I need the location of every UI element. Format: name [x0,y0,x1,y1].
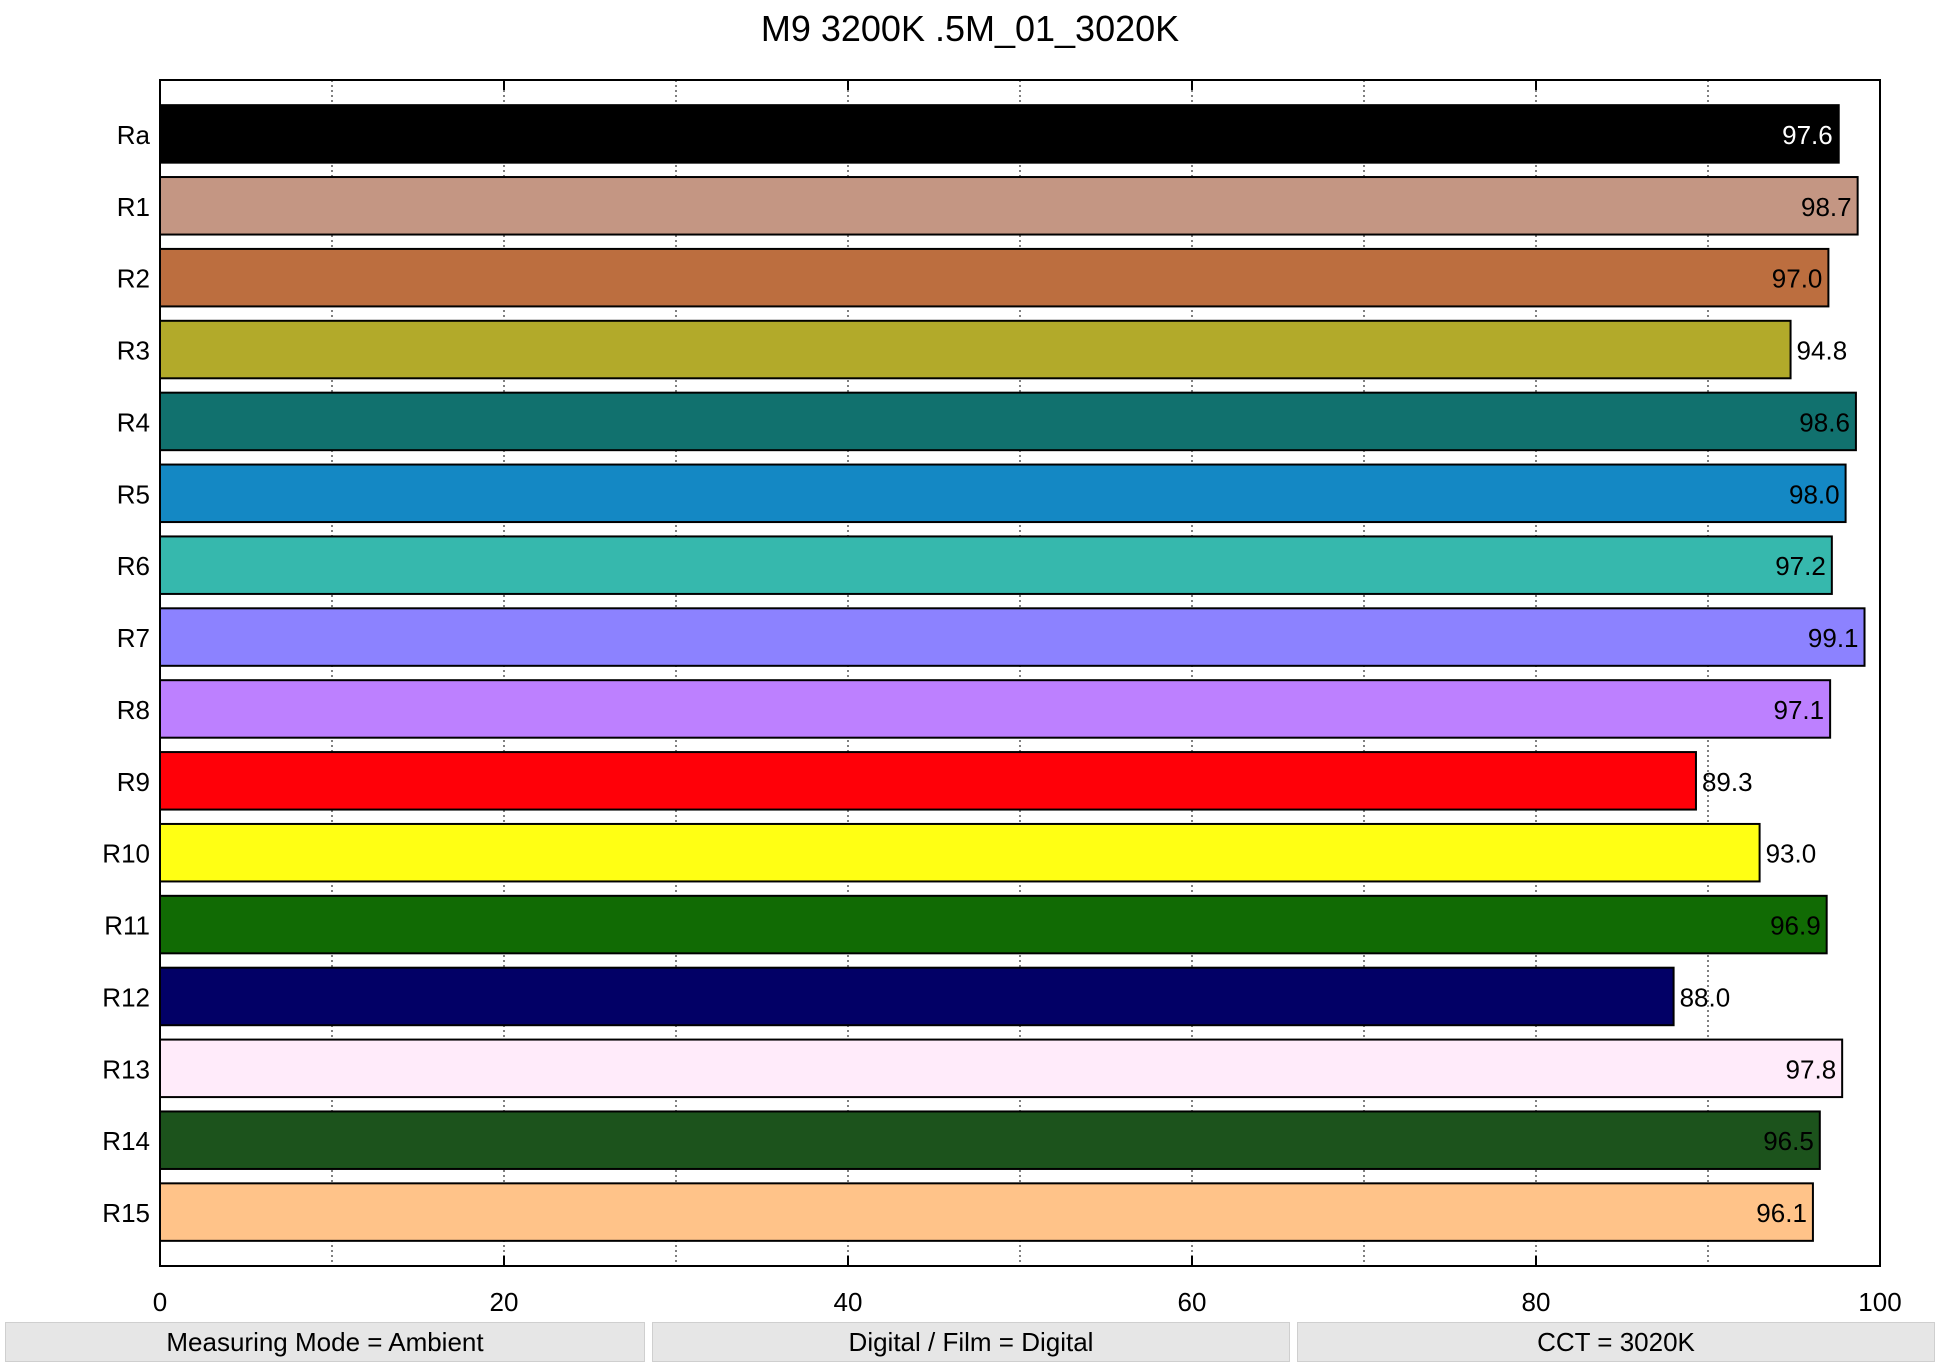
x-tick-label: 60 [1178,1287,1207,1317]
bar-r12 [159,966,1675,1027]
x-tick-label: 20 [490,1287,519,1317]
category-label-r6: R6 [117,551,150,581]
category-label-r11: R11 [104,911,150,941]
category-label-r13: R13 [102,1054,150,1084]
bar-r2 [159,247,1830,308]
bar-r7 [159,607,1866,667]
digital-film-field: Digital / Film = Digital [652,1322,1290,1362]
bar-r8 [159,679,1832,739]
category-label-r2: R2 [117,264,150,294]
value-label-r1: 98.7 [1801,192,1852,222]
category-label-r12: R12 [102,982,150,1012]
bar-r14 [159,1110,1821,1170]
value-label-r14: 96.5 [1763,1126,1814,1156]
category-label-r4: R4 [117,407,150,437]
category-label-r14: R14 [102,1126,150,1156]
value-label-r7: 99.1 [1808,623,1859,653]
value-label-r3: 94.8 [1797,336,1848,366]
category-label-r15: R15 [102,1198,150,1228]
bar-r11 [159,894,1828,955]
value-label-r10: 93.0 [1766,839,1817,869]
value-label-r2: 97.0 [1772,264,1823,294]
category-label-r8: R8 [117,695,150,725]
category-label-r3: R3 [117,336,150,366]
value-label-r11: 96.9 [1770,911,1821,941]
value-label-r13: 97.8 [1786,1054,1837,1084]
value-label-ra: 97.6 [1782,120,1833,150]
bar-r3 [159,319,1792,380]
category-label-r10: R10 [102,839,150,869]
category-label-r5: R5 [117,479,150,509]
status-bar: Measuring Mode = Ambient Digital / Film … [0,1318,1940,1366]
category-label-ra: Ra [117,120,151,150]
category-label-r7: R7 [117,623,150,653]
category-label-r9: R9 [117,767,150,797]
value-label-r4: 98.6 [1799,407,1850,437]
value-label-r9: 89.3 [1702,767,1753,797]
x-tick-label: 80 [1522,1287,1551,1317]
value-label-r5: 98.0 [1789,479,1840,509]
value-label-r6: 97.2 [1775,551,1826,581]
chart-title: M9 3200K .5M_01_3020K [760,8,1180,49]
value-label-r8: 97.1 [1774,695,1825,725]
bar-r9 [159,751,1697,811]
measuring-mode-field: Measuring Mode = Ambient [5,1322,645,1362]
category-label-r1: R1 [117,192,150,222]
plot-frame [159,79,1881,1267]
value-label-r12: 88.0 [1680,982,1731,1012]
x-tick-label: 100 [1858,1287,1901,1317]
bar-r6 [159,535,1833,595]
bar-r13 [159,1038,1844,1099]
value-label-r15: 96.1 [1756,1198,1807,1228]
cct-field: CCT = 3020K [1297,1322,1935,1362]
bar-r15 [159,1182,1814,1242]
bar-chart: Ra 97.6 R1 98.7 R2 97.0 R3 94.8 R4 98.6 R5 98.0 R6 97… [102,79,1902,1317]
bar-ra [159,104,1840,164]
x-tick-label: 0 [153,1287,167,1317]
bar-r5 [159,463,1847,524]
bar-r4 [159,391,1857,452]
bar-r1 [159,176,1859,236]
x-tick-label: 40 [834,1287,863,1317]
bar-r10 [159,822,1761,883]
